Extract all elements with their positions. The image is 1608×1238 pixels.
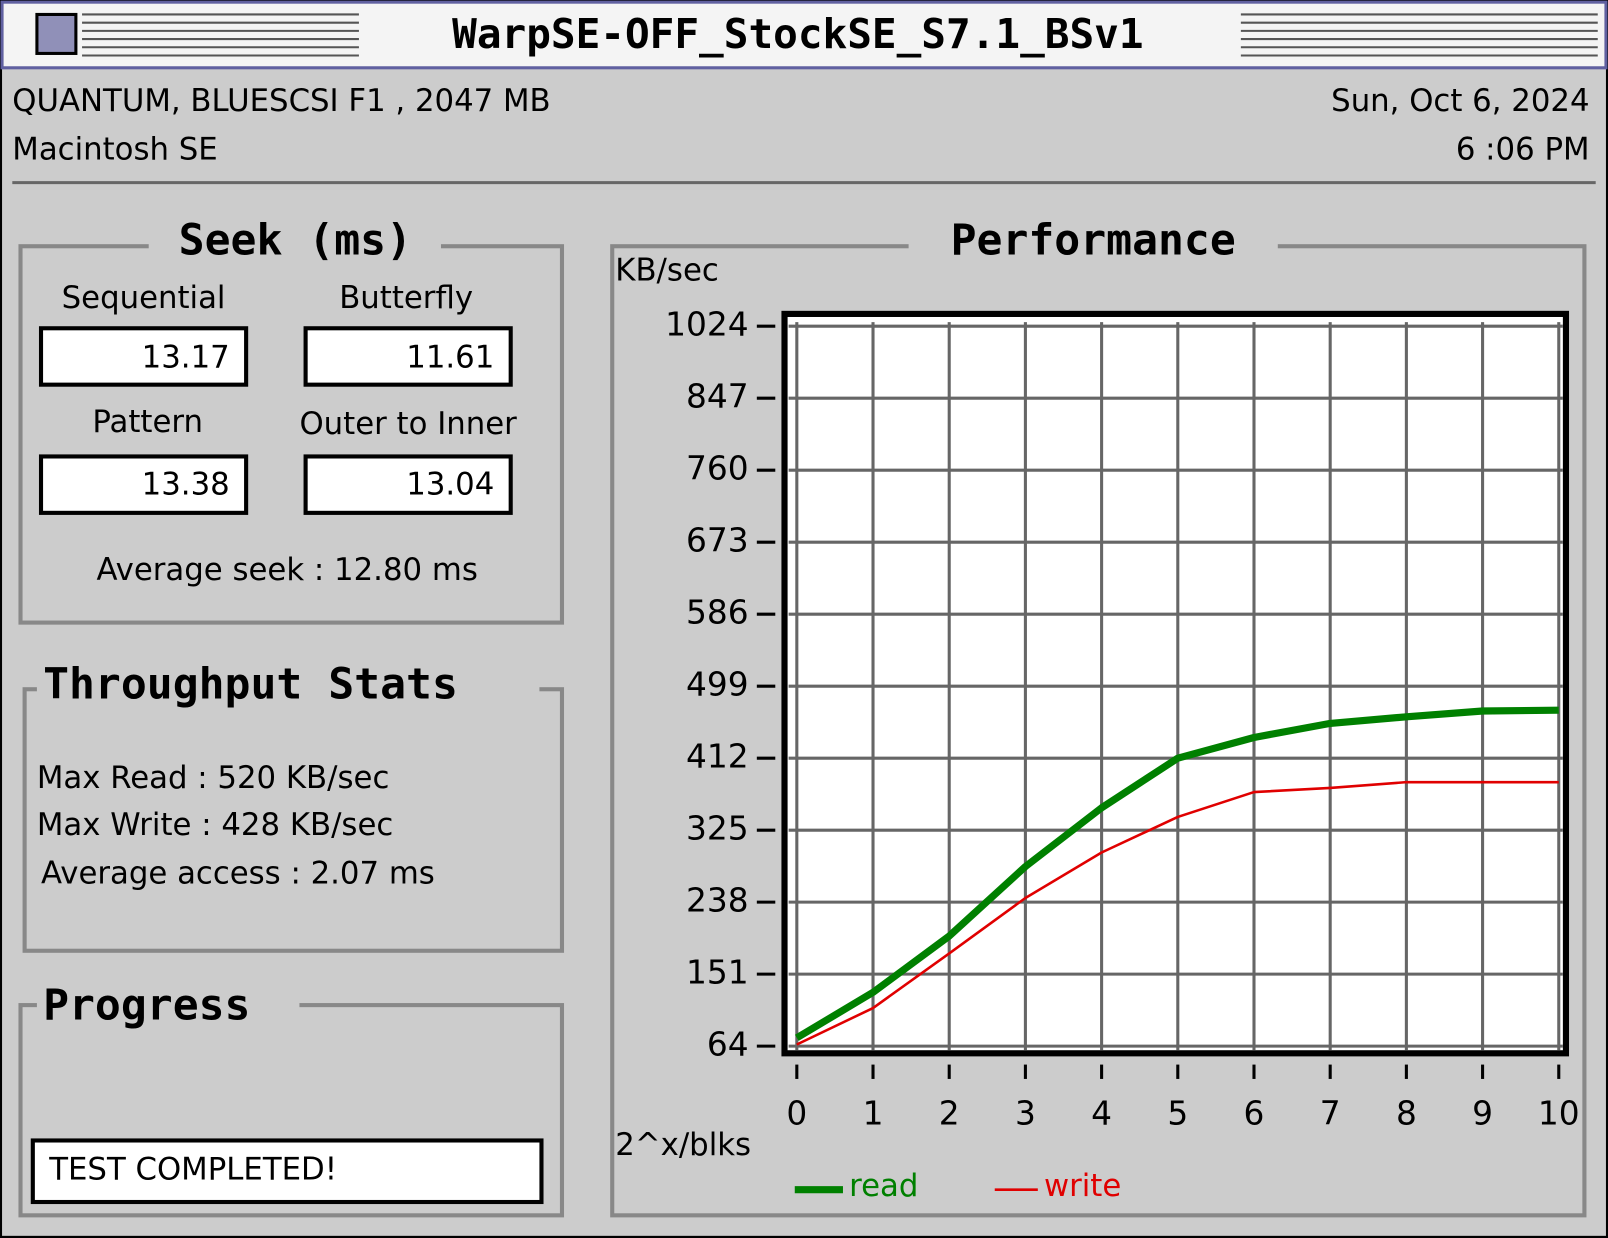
y-tick-label: 64 [707,1026,749,1064]
x-tick-label: 3 [1015,1094,1036,1132]
x-tick-label: 2 [939,1094,960,1132]
window-title: WarpSE-OFF_StockSE_S7.1_BSv1 [452,10,1143,58]
x-axis-label: 2^x/blks [615,1127,751,1163]
time: 6 :06 PM [1456,131,1590,167]
y-axis-label: KB/sec [615,252,718,288]
y-tick-label: 673 [686,522,749,560]
y-tick-label: 760 [686,450,749,488]
legend-label: read [849,1168,918,1204]
throughput-title: Throughput Stats [43,660,458,710]
status-box [30,1138,544,1205]
chart-title: Performance [951,216,1236,266]
x-tick-label: 1 [863,1094,884,1132]
y-tick-label: 847 [686,378,749,416]
plot-area [781,310,1570,1057]
seek-label: Butterfly [339,280,473,316]
y-tick-label: 1024 [665,306,748,344]
value-box [38,454,249,515]
y-tick-label: 586 [686,594,749,632]
y-tick-label: 238 [686,882,749,920]
stat-line: Max Read : 520 KB/sec [37,760,389,796]
legend-label: write [1044,1168,1121,1204]
close-box[interactable] [35,12,78,55]
title-gap [36,666,540,708]
y-tick-label: 151 [686,954,749,992]
stat-line: Max Write : 428 KB/sec [37,807,393,843]
x-tick-label: 6 [1244,1094,1265,1132]
x-tick-label: 8 [1396,1094,1417,1132]
average-seek: Average seek : 12.80 ms [96,552,477,588]
seek-title: Seek (ms) [179,216,412,266]
x-tick-label: 4 [1091,1094,1112,1132]
seek-value: 13.04 [406,467,494,503]
x-tick-label: 9 [1472,1094,1493,1132]
x-tick-label: 0 [786,1094,807,1132]
value-box [303,326,513,387]
data-line [794,706,1559,1041]
title-gap [36,984,300,1028]
title-gap [908,225,1278,267]
date: Sun, Oct 6, 2024 [1331,83,1589,119]
stat-line: Average access : 2.07 ms [41,855,435,891]
seek-value: 13.38 [142,467,230,503]
status: TEST COMPLETED! [48,1152,337,1188]
title-bar[interactable] [0,0,1608,70]
x-tick-label: 7 [1320,1094,1341,1132]
title-gap [148,225,441,263]
data-line [796,780,1559,1046]
value-box [38,326,249,387]
progress-title: Progress [43,981,250,1031]
machine-info: Macintosh SE [12,131,217,167]
seek-value: 11.61 [406,340,494,376]
seek-value: 13.17 [142,340,230,376]
y-tick-label: 325 [686,810,749,848]
seek-label: Sequential [62,280,226,316]
title-stripes [82,13,1598,57]
x-tick-label: 10 [1538,1094,1580,1132]
drive-info: QUANTUM, BLUESCSI F1 , 2047 MB [12,83,550,119]
y-tick-label: 499 [686,666,749,704]
seek-label: Outer to Inner [299,406,517,442]
x-tick-label: 5 [1167,1094,1188,1132]
y-tick-label: 412 [686,738,749,776]
seek-label: Pattern [92,404,203,440]
value-box [303,454,513,515]
